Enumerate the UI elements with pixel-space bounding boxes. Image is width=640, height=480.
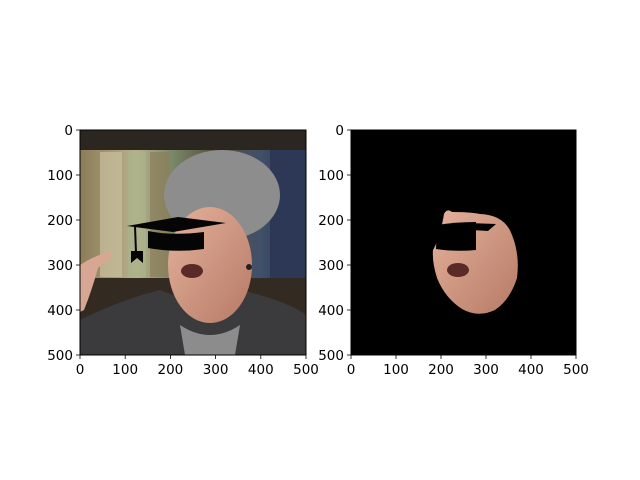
y-tick-label: 200	[47, 213, 73, 229]
y-tick-label: 300	[318, 258, 344, 274]
x-tick-label: 0	[347, 362, 356, 378]
left-image	[80, 130, 306, 355]
x-tick-label: 500	[563, 362, 589, 378]
x-tick-label: 100	[112, 362, 138, 378]
y-tick-label: 300	[47, 258, 73, 274]
y-tick-label: 200	[318, 213, 344, 229]
x-tick-label: 300	[473, 362, 499, 378]
left-axes-frame	[79, 129, 307, 356]
x-tick-label: 500	[293, 362, 319, 378]
x-tick-label: 0	[76, 362, 85, 378]
y-tick-label: 100	[318, 168, 344, 184]
right-image	[351, 130, 576, 355]
y-tick-label: 0	[335, 123, 344, 139]
x-tick-label: 100	[383, 362, 409, 378]
x-tick-label: 200	[428, 362, 454, 378]
x-tick-label: 300	[203, 362, 229, 378]
y-tick-label: 0	[64, 123, 73, 139]
y-tick-label: 100	[47, 168, 73, 184]
x-tick-label: 400	[518, 362, 544, 378]
x-tick-label: 200	[158, 362, 184, 378]
right-axes-frame	[350, 129, 577, 356]
y-tick-label: 400	[318, 303, 344, 319]
y-tick-label: 400	[47, 303, 73, 319]
y-tick-label: 500	[318, 348, 344, 364]
y-tick-label: 500	[47, 348, 73, 364]
x-tick-label: 400	[248, 362, 274, 378]
